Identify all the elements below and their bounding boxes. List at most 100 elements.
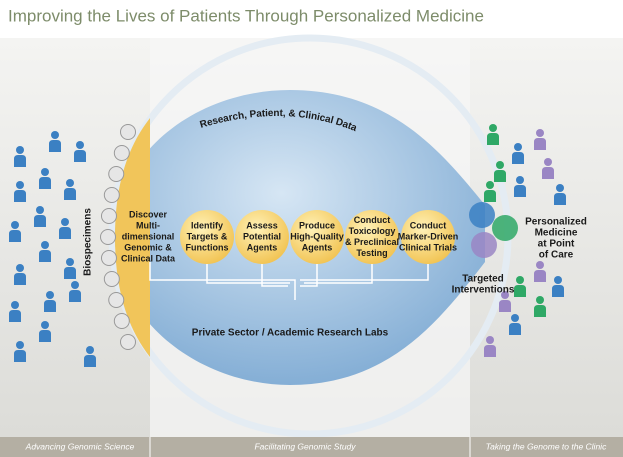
step-label: Discover [129,209,168,219]
step-circle [290,210,344,264]
step-label: dimensional [122,231,175,241]
footer-section: Taking the Genome to the Clinic [486,441,607,451]
person-icon [44,291,56,312]
person-icon [534,296,546,317]
person-head [61,218,69,226]
specimen-icon [100,250,117,266]
person-icon [484,336,496,357]
person-head [516,176,524,184]
person-head [516,276,524,284]
person-head [486,336,494,344]
person-icon [39,321,51,342]
person-body [9,310,21,322]
person-head [66,258,74,266]
step-label: Targets & [187,231,228,241]
person-head [41,241,49,249]
specimen-icon [108,166,125,182]
person-icon [499,291,511,312]
person-body [9,230,21,242]
person-head [556,184,564,192]
step-label: Conduct [410,220,447,230]
interventions-label: Targeted [462,274,504,285]
molecule-icon [492,215,518,241]
person-head [76,141,84,149]
person-body [509,323,521,335]
person-icon [84,346,96,367]
person-head [536,261,544,269]
person-head [71,281,79,289]
step-label: Clinical Data [121,253,176,263]
step-circle [235,210,289,264]
person-body [512,152,524,164]
person-body [534,138,546,150]
person-icon [14,264,26,285]
person-body [554,193,566,205]
person-icon [14,146,26,167]
specimen-icon [113,145,130,161]
person-body [74,150,86,162]
person-icon [512,143,524,164]
person-icon [59,218,71,239]
step-label: & Preclinical [345,237,399,247]
person-icon [39,168,51,189]
person-head [489,124,497,132]
person-icon [74,141,86,162]
labs-label: Private Sector / Academic Research Labs [192,328,389,339]
person-body [514,185,526,197]
step-label: Identify [191,220,223,230]
person-body [484,190,496,202]
person-body [534,305,546,317]
step-label: Testing [356,248,387,258]
connectors [149,262,429,300]
person-head [41,321,49,329]
person-head [11,221,19,229]
person-icon [487,124,499,145]
person-body [59,227,71,239]
specimens-label: Biospecimens [83,208,94,276]
person-head [16,264,24,272]
person-icon [534,261,546,282]
step-circle [345,210,399,264]
person-icon [514,176,526,197]
specimen-icon [108,292,125,308]
person-head [86,346,94,354]
molecule-icon [471,232,497,258]
footer-section: Facilitating Genomic Study [254,441,356,451]
interventions-label: Interventions [452,285,515,296]
person-body [514,285,526,297]
care-label: Personalized [525,217,587,228]
person-body [39,330,51,342]
specimen-icon [100,229,116,245]
person-body [14,190,26,202]
person-body [39,177,51,189]
person-head [11,301,19,309]
step-label: Marker-Driven [398,231,459,241]
specimen-icon [100,208,117,224]
person-body [44,300,56,312]
person-head [51,131,59,139]
person-head [41,168,49,176]
step-label: Multi- [136,220,160,230]
person-body [487,133,499,145]
person-head [501,291,509,299]
step-label: High-Quality [290,231,344,241]
step-label: Toxicology [349,226,396,236]
step-label: Produce [299,220,335,230]
care-label: at Point [538,239,575,250]
step-label: Agents [302,242,333,252]
icons [9,124,566,367]
person-head [486,181,494,189]
person-head [536,296,544,304]
person-head [36,206,44,214]
person-body [64,188,76,200]
person-icon [14,181,26,202]
specimen-icon [113,313,130,329]
person-head [496,161,504,169]
person-icon [552,276,564,297]
person-head [16,146,24,154]
person-icon [484,181,496,202]
person-icon [554,184,566,205]
person-body [69,290,81,302]
person-body [34,215,46,227]
